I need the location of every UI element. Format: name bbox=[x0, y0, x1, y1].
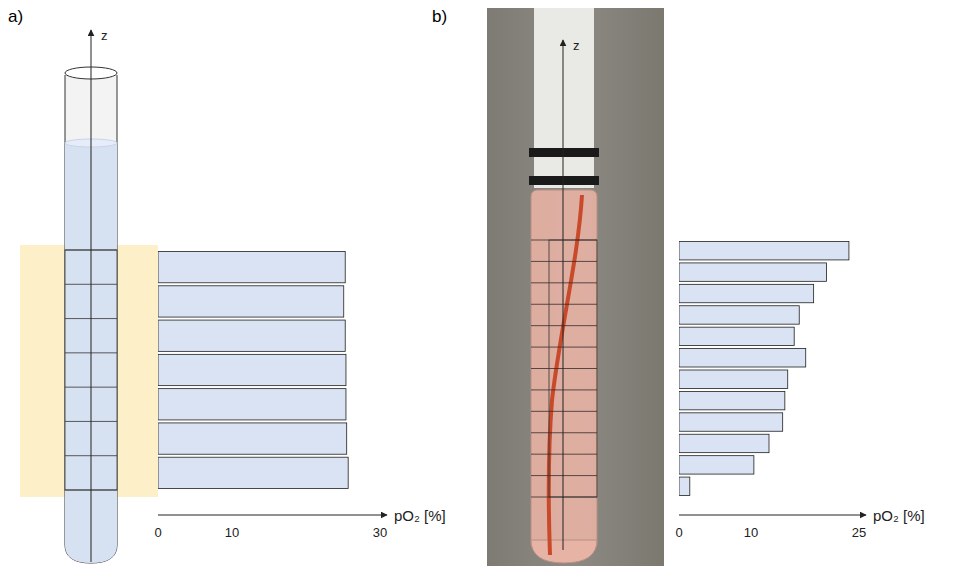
x-tick-label: 30 bbox=[373, 525, 387, 540]
panel-1: z b) 0 10 25 pO₂ [%] bbox=[432, 7, 925, 550]
x-tick-label: 0 bbox=[675, 525, 682, 540]
x-axis bbox=[158, 515, 387, 516]
bar bbox=[679, 349, 806, 367]
bars bbox=[158, 252, 348, 489]
tube-row-line bbox=[531, 475, 597, 476]
x-tick-label: 0 bbox=[154, 525, 161, 540]
x-axis bbox=[679, 515, 866, 516]
tube-row-line bbox=[531, 389, 597, 390]
filament bbox=[549, 195, 582, 555]
tube-liquid bbox=[531, 190, 597, 550]
z-axis bbox=[91, 30, 92, 562]
cap-ring bbox=[529, 176, 599, 185]
bar bbox=[158, 320, 345, 351]
bar bbox=[158, 423, 347, 454]
tube-bottom bbox=[531, 540, 597, 563]
panel-letter: b) bbox=[432, 7, 447, 26]
z-axis bbox=[563, 40, 564, 550]
tube-row-line bbox=[531, 432, 597, 433]
bar bbox=[679, 306, 799, 324]
tube-row-line bbox=[531, 347, 597, 348]
bar bbox=[679, 391, 785, 409]
bar bbox=[679, 327, 794, 345]
tube-row-line bbox=[531, 261, 597, 262]
bar bbox=[158, 389, 346, 420]
tube-row-line bbox=[531, 282, 597, 283]
photo bbox=[487, 8, 664, 566]
figure: z a) 0 10 30 pO₂ [%] z b) 0 10 25 pO₂ [%] bbox=[0, 0, 971, 566]
z-label: z bbox=[101, 28, 108, 43]
bar bbox=[679, 434, 769, 452]
tube-row-line bbox=[531, 411, 597, 412]
tube-grid bbox=[549, 240, 597, 497]
bar bbox=[158, 457, 348, 488]
bars bbox=[679, 242, 849, 496]
x-axis-title: pO₂ [%] bbox=[394, 507, 446, 524]
bar bbox=[158, 354, 346, 385]
cap-ring bbox=[529, 148, 599, 157]
x-axis-title: pO₂ [%] bbox=[873, 507, 925, 524]
bar bbox=[158, 286, 344, 317]
bar bbox=[679, 242, 849, 260]
bar bbox=[679, 263, 827, 281]
tube-row-line bbox=[531, 304, 597, 305]
panel-0: z a) 0 10 30 pO₂ [%] bbox=[8, 7, 446, 562]
tube-cap bbox=[534, 8, 594, 188]
tube-row-line bbox=[531, 325, 597, 326]
bar bbox=[679, 284, 814, 302]
tube-row-line bbox=[531, 454, 597, 455]
bar bbox=[679, 370, 788, 388]
x-tick-label: 10 bbox=[744, 525, 758, 540]
tube-row-line bbox=[531, 368, 597, 369]
panel-letter: a) bbox=[8, 7, 23, 26]
bar bbox=[679, 477, 690, 495]
z-label: z bbox=[573, 38, 580, 53]
x-tick-label: 25 bbox=[852, 525, 866, 540]
bar bbox=[679, 413, 783, 431]
bar bbox=[679, 456, 754, 474]
bar bbox=[158, 252, 345, 283]
x-tick-label: 10 bbox=[225, 525, 239, 540]
